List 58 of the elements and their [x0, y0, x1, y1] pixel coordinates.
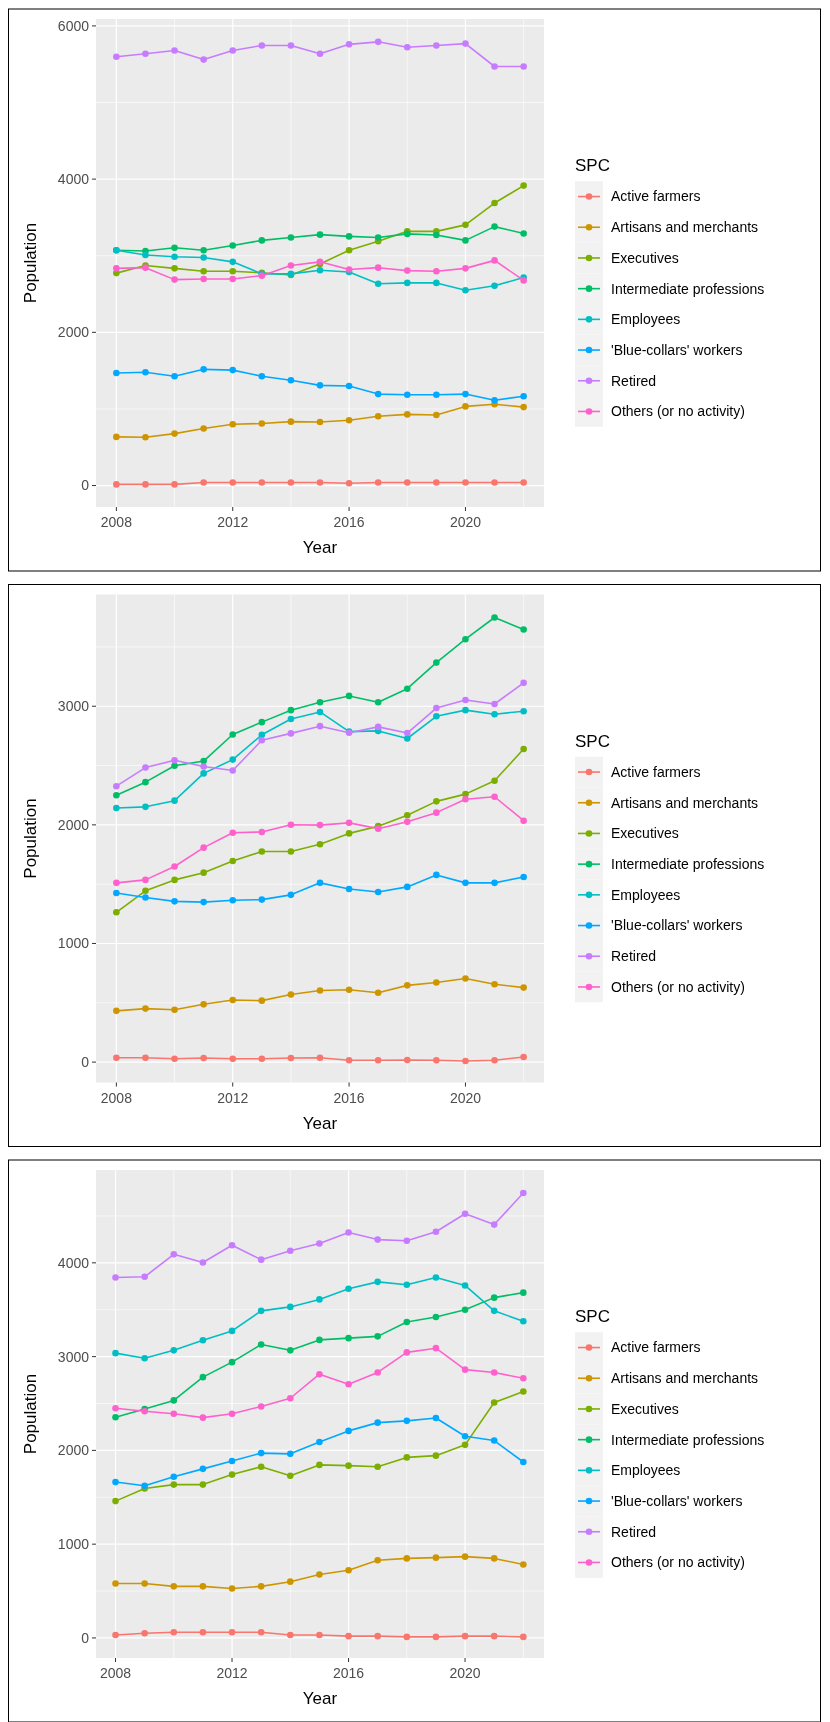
x-tick-label: 2016 [332, 1665, 365, 1681]
y-tick-label: 2000 [57, 1442, 90, 1459]
x-tick-label: 2020 [449, 1665, 481, 1681]
x-axis-title: Year [302, 1113, 338, 1133]
legend-label: Executives [611, 249, 679, 266]
legend-label: Artisans and merchants [611, 219, 759, 236]
x-tick-label: 2008 [100, 514, 133, 530]
y-tick-label: 2000 [57, 816, 90, 833]
legend-label: Retired [611, 948, 657, 965]
legend-label: Intermediate professions [611, 1431, 765, 1448]
x-tick-label: 2016 [333, 1089, 365, 1106]
legend-label: Executives [611, 825, 679, 842]
y-axis-title: Population [21, 798, 40, 879]
legend-title: SPC [575, 731, 610, 751]
y-tick-label: 2000 [57, 324, 90, 341]
y-tick-label: 0 [81, 1629, 90, 1646]
y-tick-label: 4000 [57, 1254, 90, 1271]
y-tick-label: 6000 [57, 17, 90, 34]
x-tick-label: 2012 [217, 514, 249, 530]
y-tick-label: 3000 [57, 698, 90, 715]
legend-label: 'Blue-collars' workers [611, 341, 743, 358]
y-tick-label: 0 [81, 1054, 90, 1070]
legend-label: Executives [611, 1400, 679, 1417]
legend-label: Others (or no activity) [611, 978, 745, 995]
legend-label: Employees [611, 311, 681, 328]
legend-label: Employees [611, 886, 681, 903]
x-tick-label: 2012 [217, 1089, 249, 1106]
y-tick-label: 0 [81, 477, 90, 494]
legend-label: Retired [611, 1523, 657, 1540]
legend-label: Active farmers [611, 763, 701, 780]
legend-label: Employees [611, 1462, 681, 1479]
x-tick-label: 2012 [216, 1665, 248, 1681]
legend-label: 'Blue-collars' workers [611, 1492, 743, 1509]
legend-label: Others (or no activity) [611, 403, 745, 420]
legend-label: Active farmers [611, 188, 701, 205]
x-tick-label: 2016 [333, 514, 365, 530]
legend-label: Retired [611, 372, 657, 389]
legend-title: SPC [575, 156, 610, 176]
legend-label: Intermediate professions [611, 280, 765, 297]
x-axis-title: Year [302, 538, 338, 557]
y-tick-label: 3000 [57, 1348, 90, 1365]
legend-label: Intermediate professions [611, 856, 765, 873]
y-axis-title: Population [21, 222, 40, 304]
y-tick-label: 1000 [57, 1536, 90, 1553]
y-tick-label: 1000 [57, 935, 90, 952]
x-tick-label: 2008 [100, 1089, 133, 1106]
legend-label: Artisans and merchants [611, 794, 759, 811]
x-tick-label: 2020 [449, 514, 482, 530]
legend-label: Artisans and merchants [611, 1370, 759, 1387]
legend-label: Active farmers [611, 1339, 701, 1356]
x-tick-label: 2008 [99, 1665, 132, 1681]
x-axis-title: Year [302, 1689, 338, 1708]
legend-title: SPC [575, 1307, 610, 1327]
x-tick-label: 2020 [449, 1089, 482, 1106]
y-axis-title: Population [21, 1373, 40, 1455]
legend-label: 'Blue-collars' workers [611, 917, 743, 934]
y-tick-label: 4000 [57, 171, 90, 188]
legend-label: Others (or no activity) [611, 1554, 745, 1571]
